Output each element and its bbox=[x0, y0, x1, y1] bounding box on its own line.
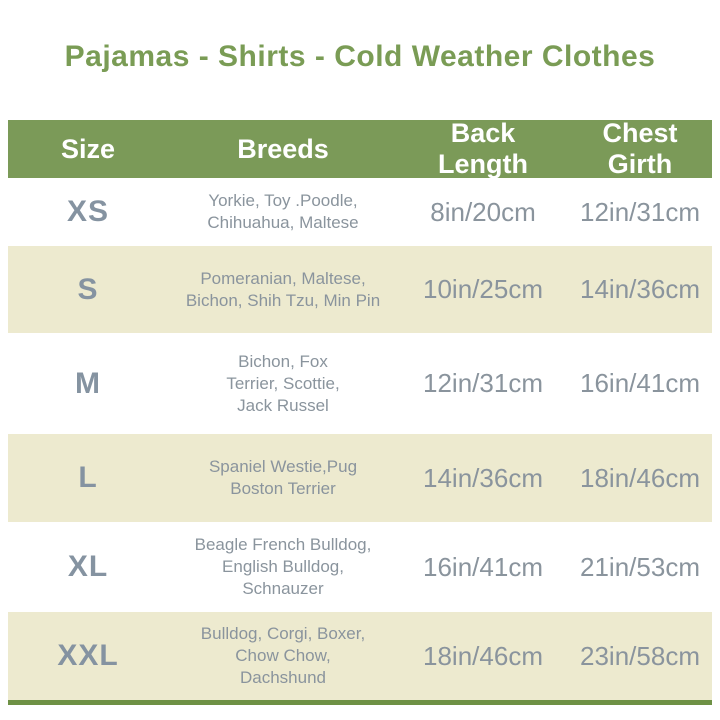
breeds-cell: Pomeranian, Maltese, Bichon, Shih Tzu, M… bbox=[185, 268, 381, 310]
breeds-cell: Bichon, Fox Terrier, Scottie, Jack Russe… bbox=[226, 351, 340, 415]
size-cell: L bbox=[78, 461, 98, 494]
back-length-cell: 10in/25cm bbox=[423, 274, 543, 304]
breeds-cell: Yorkie, Toy .Poodle, Chihuahua, Maltese bbox=[207, 191, 359, 232]
size-cell: S bbox=[77, 272, 99, 306]
size-table: Size Breeds Back Length Chest Girth XS Y… bbox=[8, 118, 712, 705]
size-cell: XXL bbox=[57, 639, 119, 672]
header-cell-breeds: Breeds bbox=[237, 133, 329, 164]
chest-girth-cell: 12in/31cm bbox=[580, 196, 700, 227]
size-cell: XS bbox=[66, 195, 110, 228]
breeds-cell: Spaniel Westie,Pug Boston Terrier bbox=[208, 457, 358, 498]
back-length-cell: 8in/20cm bbox=[430, 196, 536, 227]
header-cell-back-length: Back Length bbox=[438, 118, 528, 179]
chest-girth-cell: 16in/41cm bbox=[580, 368, 700, 398]
back-length-cell: 12in/31cm bbox=[423, 368, 543, 398]
breeds-cell: Beagle French Bulldog, English Bulldog, … bbox=[194, 535, 372, 598]
page-title: Pajamas - Shirts - Cold Weather Clothes bbox=[64, 40, 656, 73]
table-row-xxl: XXL Bulldog, Corgi, Boxer, Chow Chow, Da… bbox=[8, 612, 712, 700]
table-row-l: L Spaniel Westie,Pug Boston Terrier 14in… bbox=[8, 434, 712, 522]
size-cell: XL bbox=[67, 550, 109, 583]
chest-girth-cell: 18in/46cm bbox=[580, 462, 700, 493]
size-cell: M bbox=[75, 366, 101, 400]
header-cell-chest-girth: Chest Girth bbox=[602, 118, 678, 179]
table-row-xl: XL Beagle French Bulldog, English Bulldo… bbox=[8, 522, 712, 612]
back-length-cell: 16in/41cm bbox=[423, 551, 543, 582]
table-bottom-border bbox=[8, 700, 712, 705]
back-length-cell: 18in/46cm bbox=[423, 640, 543, 671]
chest-girth-cell: 23in/58cm bbox=[580, 640, 700, 671]
header-cell-size: Size bbox=[60, 133, 116, 164]
chest-girth-cell: 21in/53cm bbox=[580, 551, 700, 582]
back-length-cell: 14in/36cm bbox=[423, 462, 543, 493]
breeds-cell: Bulldog, Corgi, Boxer, Chow Chow, Dachsh… bbox=[200, 624, 366, 687]
table-row-m: M Bichon, Fox Terrier, Scottie, Jack Rus… bbox=[8, 333, 712, 434]
table-header-row: Size Breeds Back Length Chest Girth bbox=[8, 118, 712, 179]
chest-girth-cell: 14in/36cm bbox=[580, 274, 700, 304]
table-row-xs: XS Yorkie, Toy .Poodle, Chihuahua, Malte… bbox=[8, 178, 712, 246]
table-row-s: S Pomeranian, Maltese, Bichon, Shih Tzu,… bbox=[8, 246, 712, 333]
